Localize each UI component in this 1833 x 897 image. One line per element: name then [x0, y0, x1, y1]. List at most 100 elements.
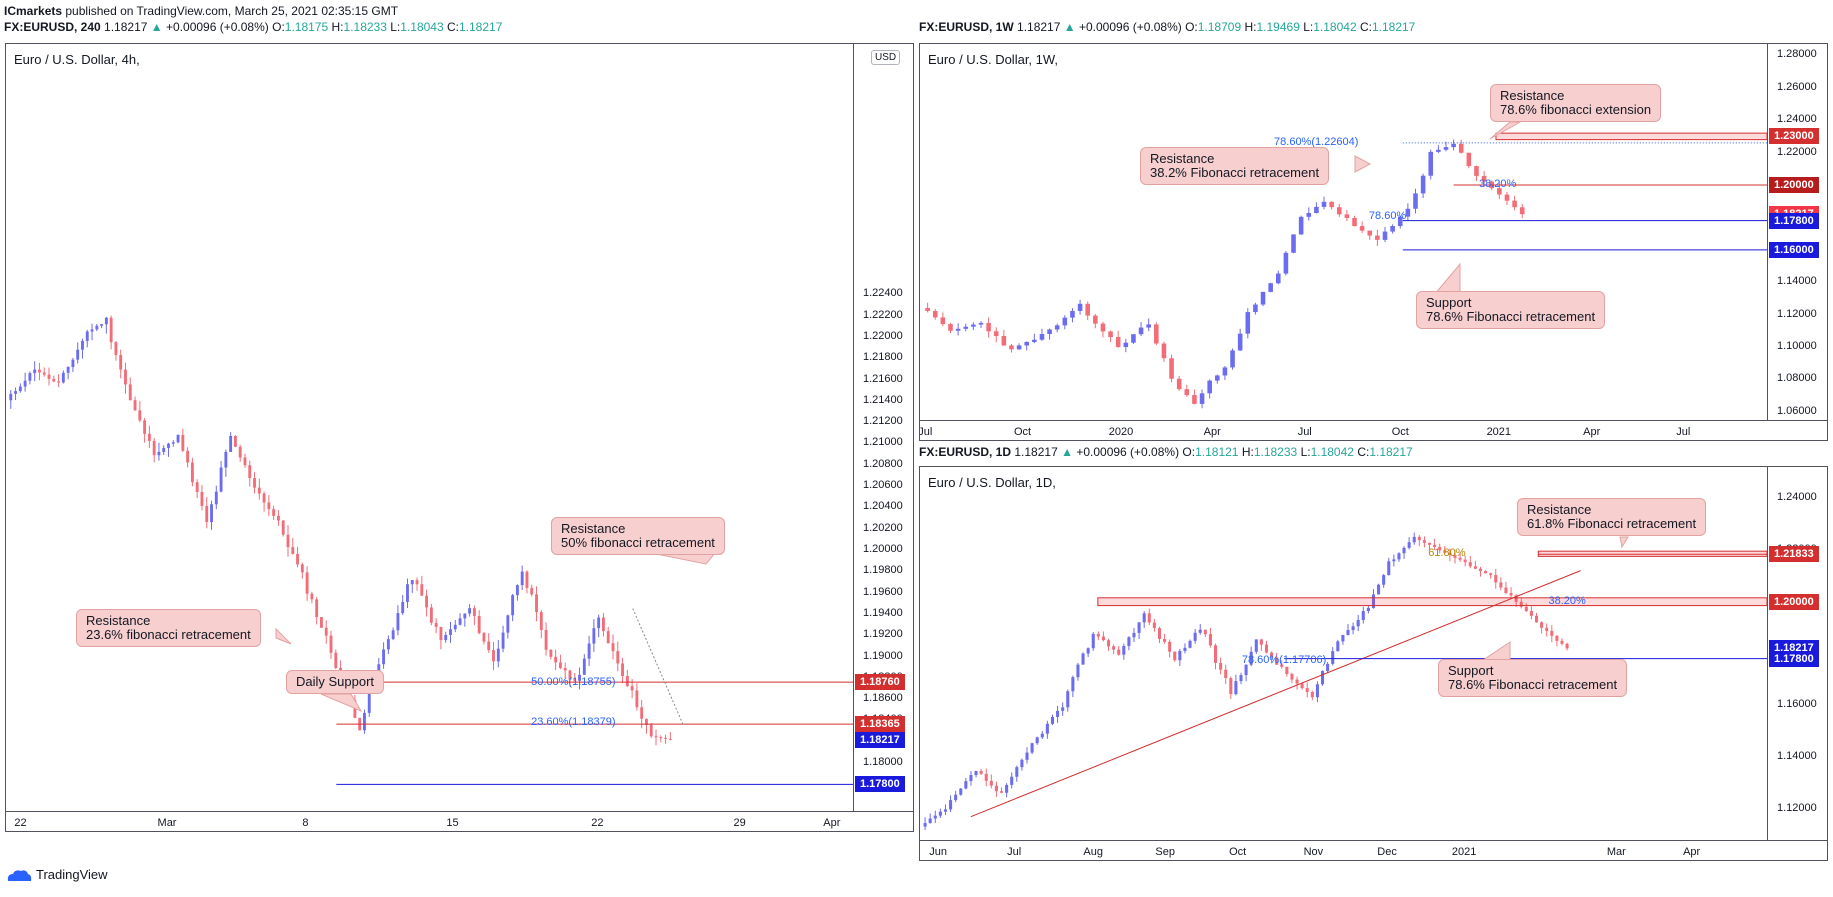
candle-body — [1050, 716, 1055, 724]
candle-body — [1306, 212, 1312, 217]
annotation-callout[interactable]: Support 78.6% Fibonacci retracement — [1416, 291, 1606, 329]
tradingview-footer[interactable]: TradingView — [6, 867, 108, 882]
annotation-callout[interactable]: Daily Support — [286, 670, 385, 694]
time-axis[interactable]: Jun Jul Aug Sep Oct Nov Dec 2021 Mar Apr — [920, 840, 1827, 860]
resistance-zone-123[interactable] — [1495, 132, 1768, 141]
candle-body — [933, 815, 937, 819]
callout-line: Support — [1426, 295, 1472, 310]
fib-level-label: 78.60% — [1368, 210, 1407, 223]
price-axis[interactable]: 1.240001.220001.200001.180001.160001.140… — [1767, 467, 1827, 840]
candle-body — [649, 724, 653, 737]
candle-body — [1298, 216, 1304, 235]
candle-body — [1215, 375, 1220, 381]
chart-panel-4h[interactable]: Euro / U.S. Dollar, 4h, USD 1.22400 1.222… — [5, 43, 914, 832]
time-tick-label: 2020 — [1108, 426, 1134, 438]
candle-body — [1438, 546, 1442, 551]
candle-body — [482, 633, 486, 642]
chart-title: Euro / U.S. Dollar, 4h, — [14, 52, 140, 67]
time-axis[interactable]: 22 Mar 8 15 22 29 Apr — [6, 811, 913, 831]
price-tick-label: 1.21600 — [863, 372, 903, 385]
candle-body — [578, 674, 581, 681]
candle-body — [520, 571, 524, 586]
annotation-callout[interactable]: Resistance 78.6% fibonacci extension — [1490, 84, 1662, 122]
annotation-callout[interactable]: Resistance 61.8% Fibonacci retracement — [1517, 498, 1707, 536]
symbol-line-w1: FX:EURUSD, 1W 1.18217 ▲ +0.00096 (+0.08%… — [919, 20, 1415, 34]
candle-body — [334, 652, 338, 668]
candle-body — [224, 451, 228, 468]
currency-badge[interactable]: USD — [871, 50, 901, 65]
callout-line: 23.6% fibonacci retracement — [86, 627, 251, 642]
candle-body — [1249, 651, 1253, 665]
candle-body — [506, 615, 510, 633]
candle-body — [238, 446, 242, 458]
candle-body — [1025, 752, 1029, 760]
candle-body — [654, 736, 658, 738]
candle-body — [1096, 633, 1100, 637]
candle-body — [104, 317, 108, 325]
annotation-callout[interactable]: Resistance 38.2% Fibonacci retracement — [1140, 147, 1330, 185]
time-tick-label: Oct — [1229, 846, 1247, 858]
candle-body — [1407, 542, 1411, 548]
annotation-callout[interactable]: Support 78.6% Fibonacci retracement — [1438, 659, 1628, 697]
price-axis[interactable]: 1.22400 1.22200 1.22000 1.21800 1.21600 1.214… — [853, 44, 913, 811]
candle-body — [1213, 645, 1218, 663]
resistance-zone-12183[interactable] — [1537, 550, 1768, 557]
time-tick-label: Apr — [1203, 426, 1221, 438]
last-price: 1.18217 — [1014, 445, 1058, 459]
price-tag-1-17800: 1.17800 — [1769, 650, 1819, 667]
candle-body — [52, 378, 56, 382]
publisher-name[interactable]: ICmarkets — [4, 4, 63, 18]
candle-body — [114, 342, 118, 356]
candle-body — [928, 818, 932, 824]
candle-body — [205, 505, 209, 523]
candle-body — [171, 442, 175, 444]
candle-body — [14, 391, 17, 394]
candle-body — [186, 450, 190, 463]
high-label: H: — [1244, 20, 1257, 34]
candle-body — [157, 451, 161, 456]
candle-body — [329, 635, 333, 653]
chart-canvas[interactable] — [6, 44, 914, 832]
candle-body — [1268, 283, 1273, 292]
chart-canvas[interactable] — [920, 467, 1828, 861]
chart-panel-daily[interactable]: Euro / U.S. Dollar, 1D, 1.240001.220001.… — [919, 466, 1828, 861]
candle-body — [1529, 611, 1533, 616]
candle-body — [167, 443, 170, 448]
candle-body — [1478, 568, 1483, 572]
time-tick-label: Oct — [1391, 426, 1409, 438]
trendline[interactable] — [970, 570, 1581, 818]
price-tick-label: 1.10000 — [1777, 340, 1817, 353]
candle-body — [1428, 151, 1434, 176]
last-price: 1.18217 — [1017, 20, 1061, 34]
annotation-callout[interactable]: Resistance 50% fibonacci retracement — [551, 517, 725, 555]
chart-canvas[interactable] — [920, 44, 1828, 441]
candle-body — [133, 400, 137, 411]
fib-trend-line[interactable] — [632, 608, 685, 726]
candle-body — [1253, 304, 1258, 313]
price-tick-label: 1.19800 — [863, 564, 903, 577]
price-tick-label: 1.20400 — [863, 500, 903, 513]
low-value: 1.18042 — [1310, 445, 1354, 459]
candle-body — [1001, 336, 1007, 346]
time-tick-label: Sep — [1155, 846, 1175, 858]
candle-body — [286, 534, 290, 548]
candle-body — [233, 435, 237, 447]
candle-body — [1157, 628, 1162, 640]
candle-body — [1193, 632, 1197, 641]
candle-body — [954, 794, 958, 801]
open-value: 1.18121 — [1195, 445, 1239, 459]
time-axis[interactable]: Jul Oct 2020 Apr Jul Oct 2021 Apr Jul — [920, 420, 1827, 440]
annotation-callout[interactable]: Resistance 23.6% fibonacci retracement — [76, 609, 261, 647]
candle-body — [1137, 622, 1141, 633]
candle-body — [1010, 776, 1014, 785]
resistance-zone-120[interactable] — [1097, 597, 1768, 607]
chart-panel-weekly[interactable]: Euro / U.S. Dollar, 1W, 1.28000 1.26000 1.… — [919, 43, 1828, 441]
fib-level-label: 78.60%(1.22604) — [1274, 135, 1359, 148]
candle-body — [1371, 594, 1376, 608]
price-axis[interactable]: 1.280001.260001.240001.220001.200001.180… — [1767, 44, 1827, 420]
callout-line: 78.6% fibonacci extension — [1500, 102, 1652, 117]
candle-body — [640, 707, 644, 719]
high-label: H: — [1241, 445, 1254, 459]
candle-body — [1550, 630, 1554, 636]
candle-body — [592, 628, 596, 644]
